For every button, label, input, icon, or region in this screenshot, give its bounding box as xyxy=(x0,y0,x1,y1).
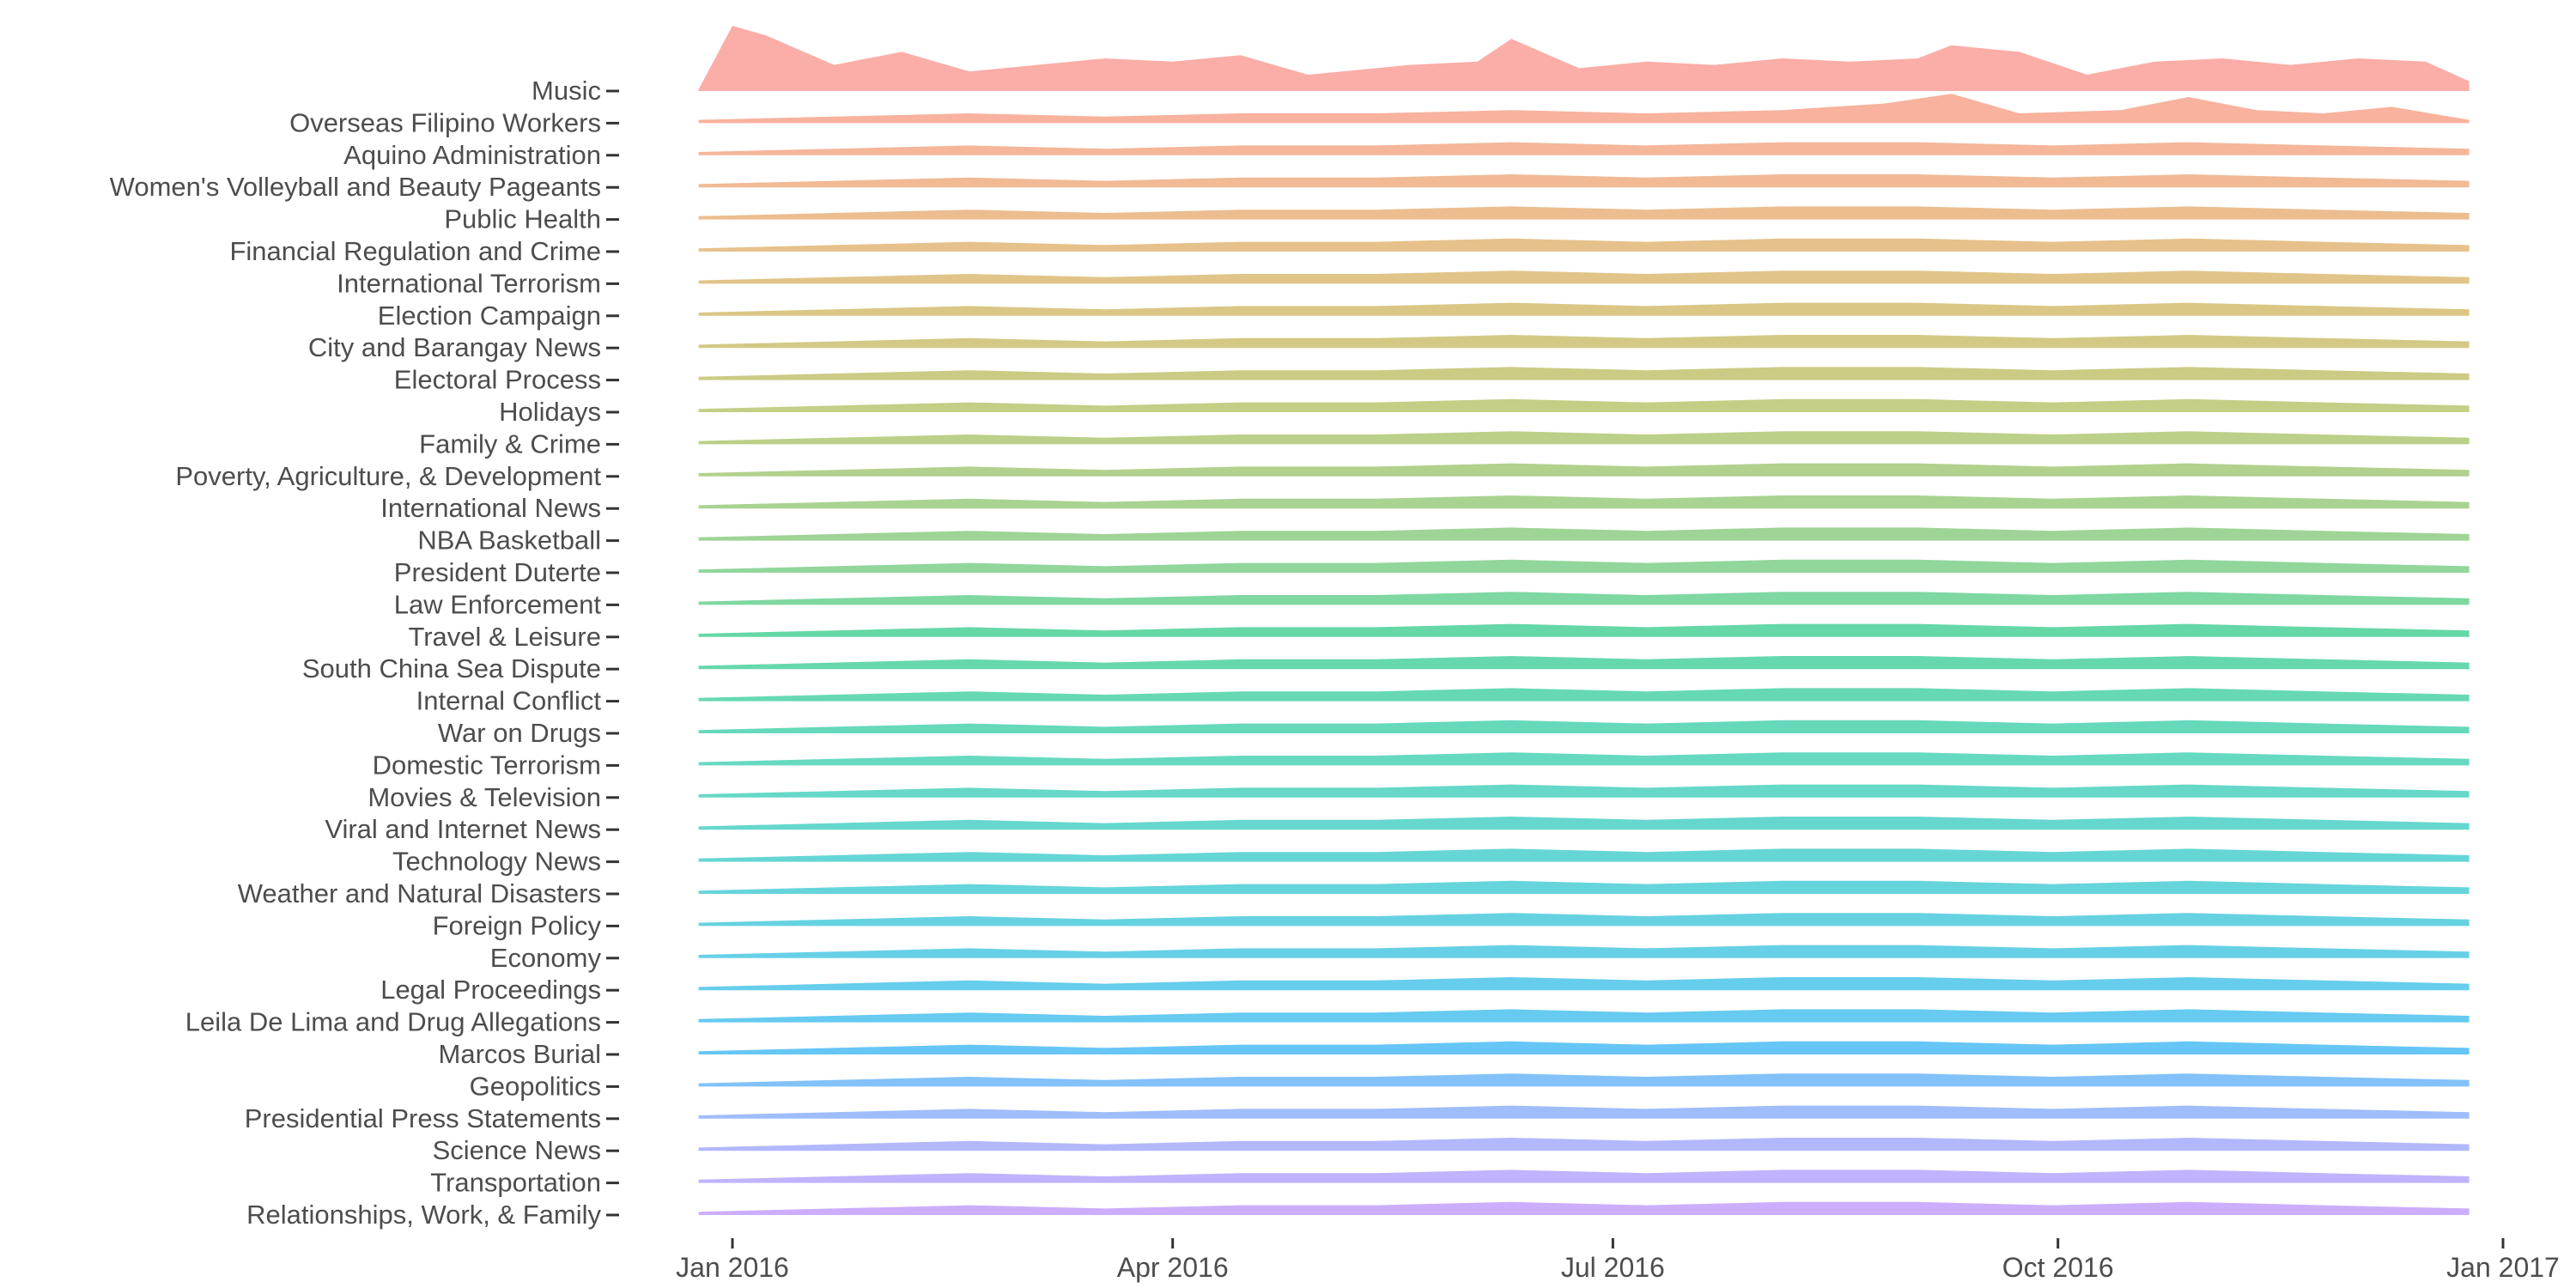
ridge-domestic-terrorism xyxy=(698,752,2470,766)
x-tick-label: Jan 2016 xyxy=(676,1252,789,1283)
x-axis: Jan 2016 Apr 2016 Jul 2016 Oct 2016 Jan 2017 xyxy=(676,1238,2560,1283)
ridge-holidays xyxy=(698,398,2470,412)
ridge-science-news xyxy=(698,1138,2470,1151)
y-tick-label-electoral-process: Electoral Process xyxy=(394,365,601,395)
y-tick-label-technology-news: Technology News xyxy=(392,847,601,877)
ridge-public-health xyxy=(698,206,2470,220)
y-tick-label-viral-and-internet-news: Viral and Internet News xyxy=(325,814,601,844)
y-tick-label-international-news: International News xyxy=(380,493,601,523)
ridge-election-campaign xyxy=(698,302,2470,316)
y-tick-label-foreign-policy: Foreign Policy xyxy=(433,910,602,940)
y-tick-label-nba-basketball: NBA Basketball xyxy=(417,526,601,556)
y-tick-label-holidays: Holidays xyxy=(499,397,601,427)
ridge-overseas-filipino-workers xyxy=(698,94,2470,124)
y-tick-label-president-duterte: President Duterte xyxy=(394,557,601,587)
ridge-travel-leisure xyxy=(698,623,2470,637)
ridge-poverty-agriculture-development xyxy=(698,463,2470,477)
ridge-war-on-drugs xyxy=(698,720,2470,733)
x-tick-label: Apr 2016 xyxy=(1117,1252,1229,1283)
y-tick-label-marcos-burial: Marcos Burial xyxy=(439,1039,602,1069)
y-tick-label-science-news: Science News xyxy=(433,1135,601,1165)
y-tick-label-geopolitics: Geopolitics xyxy=(470,1071,601,1101)
ridge-international-terrorism xyxy=(698,270,2470,284)
y-tick-label-movies-television: Movies & Television xyxy=(368,782,601,812)
ridge-law-enforcement xyxy=(698,592,2470,605)
y-tick-label-presidential-press-statements: Presidential Press Statements xyxy=(245,1103,601,1133)
y-tick-label-economy: Economy xyxy=(490,943,602,973)
y-tick-label-music: Music xyxy=(532,76,601,106)
ridge-financial-regulation-and-crime xyxy=(698,238,2470,252)
y-tick-label-legal-proceedings: Legal Proceedings xyxy=(380,975,601,1005)
ridge-legal-proceedings xyxy=(698,977,2470,991)
y-tick-label-weather-and-natural-disasters: Weather and Natural Disasters xyxy=(238,878,601,908)
ridge-presidential-press-statements xyxy=(698,1105,2470,1119)
ridge-foreign-policy xyxy=(698,913,2470,927)
ridge-technology-news xyxy=(698,848,2470,862)
y-tick-label-south-china-sea-dispute: South China Sea Dispute xyxy=(302,653,601,683)
y-tick-label-overseas-filipino-workers: Overseas Filipino Workers xyxy=(289,107,601,137)
ridge-electoral-process xyxy=(698,367,2470,380)
ridge-transportation xyxy=(698,1170,2470,1183)
y-tick-label-domestic-terrorism: Domestic Terrorism xyxy=(373,750,601,780)
ridge-relationships-work-family xyxy=(698,1201,2470,1215)
ridge-music xyxy=(698,26,2470,91)
y-tick-label-transportation: Transportation xyxy=(430,1168,601,1198)
ridge-leila-de-lima-and-drug-allegations xyxy=(698,1009,2470,1023)
y-tick-label-international-terrorism: International Terrorism xyxy=(337,268,601,298)
ridge-geopolitics xyxy=(698,1073,2470,1087)
y-tick-label-war-on-drugs: War on Drugs xyxy=(438,718,601,748)
ridge-internal-conflict xyxy=(698,688,2470,702)
ridge-south-china-sea-dispute xyxy=(698,656,2470,670)
x-tick-label: Jul 2016 xyxy=(1561,1252,1665,1283)
y-tick-label-aquino-administration: Aquino Administration xyxy=(343,140,601,170)
x-tick-label: Oct 2016 xyxy=(2002,1252,2114,1283)
ridge-aquino-administration xyxy=(698,142,2470,155)
y-tick-label-relationships-work-family: Relationships, Work, & Family xyxy=(246,1200,601,1230)
ridge-viral-and-internet-news xyxy=(698,817,2470,830)
y-tick-label-law-enforcement: Law Enforcement xyxy=(394,589,602,619)
y-tick-label-women-s-volleyball-and-beauty-pageants: Women's Volleyball and Beauty Pageants xyxy=(110,172,601,202)
x-tick-label: Jan 2017 xyxy=(2446,1252,2560,1283)
ridge-family-crime xyxy=(698,431,2470,445)
ridge-areas xyxy=(698,26,2470,1215)
ridge-weather-and-natural-disasters xyxy=(698,880,2470,894)
y-tick-label-internal-conflict: Internal Conflict xyxy=(416,686,602,716)
ridge-movies-television xyxy=(698,784,2470,798)
ridge-president-duterte xyxy=(698,559,2470,573)
ridge-economy xyxy=(698,945,2470,958)
y-tick-label-financial-regulation-and-crime: Financial Regulation and Crime xyxy=(229,236,601,266)
ridge-nba-basketball xyxy=(698,527,2470,541)
ridge-women-s-volleyball-and-beauty-pageants xyxy=(698,174,2470,188)
y-tick-label-travel-leisure: Travel & Leisure xyxy=(408,622,601,652)
ridge-marcos-burial xyxy=(698,1041,2470,1054)
y-tick-label-city-and-barangay-news: City and Barangay News xyxy=(308,332,601,362)
y-tick-label-election-campaign: Election Campaign xyxy=(378,301,601,331)
y-tick-label-leila-de-lima-and-drug-allegations: Leila De Lima and Drug Allegations xyxy=(185,1007,601,1037)
y-tick-label-poverty-agriculture-development: Poverty, Agriculture, & Development xyxy=(175,461,601,491)
ridge-city-and-barangay-news xyxy=(698,335,2470,349)
ridge-international-news xyxy=(698,495,2470,509)
y-tick-label-family-crime: Family & Crime xyxy=(419,428,601,459)
y-tick-label-public-health: Public Health xyxy=(444,204,601,234)
